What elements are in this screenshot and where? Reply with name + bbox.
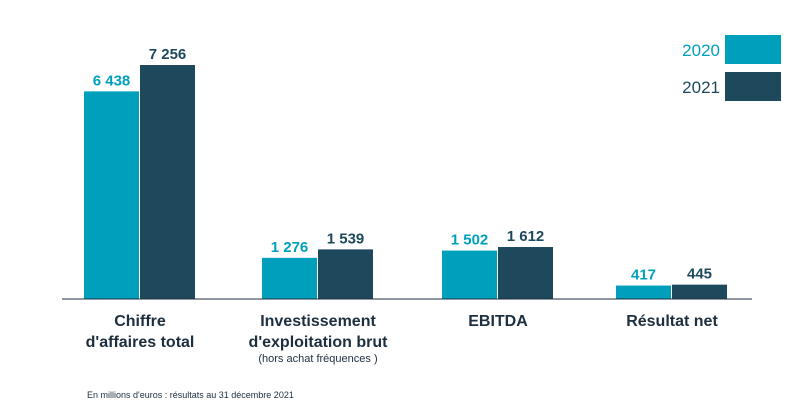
value-label-2020-2: 1 502 [451,232,489,249]
bars-group [84,65,727,299]
category-label-0-line-1: d'affaires total [86,334,195,351]
category-label-2-line-0: EBITDA [468,313,528,330]
legend-swatch-2021 [725,72,781,101]
category-label-1-line-1: d'exploitation brut [249,334,389,351]
legend-swatch-2020 [725,35,781,64]
value-labels-group: 6 438 1 276 1 502 417 7 256 1 539 1 612 445 [93,46,712,284]
bar-2020-3 [616,285,671,299]
value-label-2020-1: 1 276 [271,239,309,256]
bar-2020-0 [84,91,139,299]
bar-2021-0 [140,65,195,299]
category-labels-group: Chiffre d'affaires total Investissement d'e… [86,313,719,365]
value-label-2020-0: 6 438 [93,72,131,89]
bar-2021-2 [498,247,553,299]
legend-label-2020: 2020 [682,41,720,60]
category-label-1-line-0: Investissement [260,313,376,330]
value-label-2021-2: 1 612 [507,228,545,245]
category-label-3-line-0: Résultat net [626,313,718,330]
bar-2021-1 [318,249,373,299]
category-label-0-line-0: Chiffre [114,313,166,330]
legend-label-2021: 2021 [682,78,720,97]
category-sublabel-1: (hors achat fréquences ) [258,353,377,365]
value-label-2020-3: 417 [631,267,656,284]
bar-2020-2 [442,250,497,299]
footnote: En millions d'euros : résultats au 31 dé… [87,390,294,400]
bar-2020-1 [262,257,317,299]
value-label-2021-3: 445 [687,266,712,283]
bar-2021-3 [672,284,727,299]
value-label-2021-0: 7 256 [149,46,187,63]
value-label-2021-1: 1 539 [327,230,365,247]
legend: 2020 2021 [682,35,781,101]
